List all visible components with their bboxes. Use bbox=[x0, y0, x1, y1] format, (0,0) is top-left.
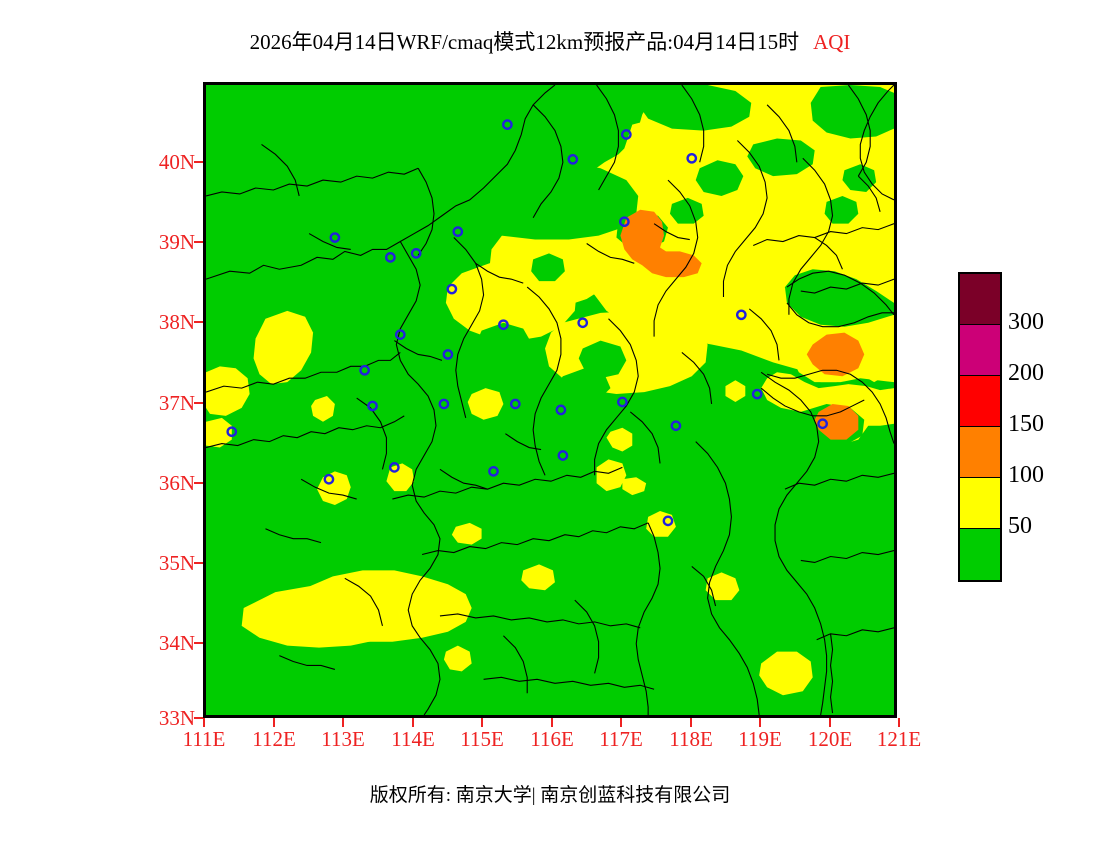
x-axis-label-111e: 111E bbox=[182, 727, 226, 751]
colorbar-band-300plus bbox=[960, 274, 1000, 325]
x-axis-label-116e: 116E bbox=[530, 727, 574, 751]
colorbar-band-50-100 bbox=[960, 478, 1000, 529]
colorbar-band-200-300 bbox=[960, 325, 1000, 376]
y-axis-label-33n: 33N bbox=[158, 706, 195, 730]
y-axis-label-34n: 34N bbox=[158, 631, 195, 655]
x-axis-tick-114e bbox=[412, 718, 414, 727]
x-axis-tick-119e bbox=[759, 718, 761, 727]
colorbar-label-300: 300 bbox=[1008, 309, 1044, 335]
y-axis-label-36n: 36N bbox=[158, 471, 195, 495]
x-axis-label-119e: 119E bbox=[738, 727, 782, 751]
aqi-heatmap-svg bbox=[206, 85, 894, 715]
y-axis-label-37n: 37N bbox=[158, 391, 195, 415]
y-axis-tick-40n bbox=[194, 161, 203, 163]
colorbar-label-150: 150 bbox=[1008, 411, 1044, 437]
y-axis-tick-33n bbox=[194, 717, 203, 719]
chart-title: 2026年04月14日WRF/cmaq模式12km预报产品:04月14日15时 A… bbox=[0, 26, 1100, 56]
colorbar-band-0-50 bbox=[960, 529, 1000, 580]
aqi-band-orange bbox=[620, 209, 865, 440]
x-axis-tick-118e bbox=[690, 718, 692, 727]
y-axis-tick-39n bbox=[194, 241, 203, 243]
colorbar-band-100-150 bbox=[960, 427, 1000, 478]
x-axis-label-114e: 114E bbox=[391, 727, 435, 751]
admin-boundaries bbox=[206, 85, 894, 715]
colorbar-label-200: 200 bbox=[1008, 360, 1044, 386]
x-axis-label-118e: 118E bbox=[669, 727, 713, 751]
map-plot-area bbox=[203, 82, 897, 718]
y-axis-label-40n: 40N bbox=[158, 150, 195, 174]
copyright-footer: 版权所有: 南京大学| 南京创蓝科技有限公司 bbox=[369, 785, 731, 806]
x-axis-tick-111e bbox=[203, 718, 205, 727]
y-axis-label-38n: 38N bbox=[158, 310, 195, 334]
colorbar-band-150-200 bbox=[960, 376, 1000, 427]
x-axis-tick-115e bbox=[481, 718, 483, 727]
x-axis-label-112e: 112E bbox=[252, 727, 296, 751]
y-axis-label-35n: 35N bbox=[158, 551, 195, 575]
x-axis-tick-113e bbox=[342, 718, 344, 727]
x-axis-label-120e: 120E bbox=[807, 727, 853, 751]
y-axis-tick-35n bbox=[194, 562, 203, 564]
y-axis-tick-36n bbox=[194, 482, 203, 484]
station-markers bbox=[226, 119, 828, 527]
x-axis-label-117e: 117E bbox=[599, 727, 643, 751]
x-axis-tick-121e bbox=[898, 718, 900, 727]
x-axis-tick-117e bbox=[620, 718, 622, 727]
title-variable-text: AQI bbox=[813, 30, 851, 54]
y-axis-tick-38n bbox=[194, 321, 203, 323]
aqi-colorbar bbox=[958, 272, 1002, 582]
x-axis-label-115e: 115E bbox=[460, 727, 504, 751]
x-axis-label-113e: 113E bbox=[321, 727, 365, 751]
y-axis-tick-37n bbox=[194, 402, 203, 404]
title-main-text: 2026年04月14日WRF/cmaq模式12km预报产品:04月14日15时 bbox=[249, 30, 800, 54]
y-axis-label-39n: 39N bbox=[158, 230, 195, 254]
aqi-green-holes bbox=[392, 85, 894, 448]
x-axis-tick-112e bbox=[273, 718, 275, 727]
colorbar-label-100: 100 bbox=[1008, 462, 1044, 488]
x-axis-tick-120e bbox=[829, 718, 831, 727]
x-axis-label-121e: 121E bbox=[876, 727, 922, 751]
x-axis-tick-116e bbox=[551, 718, 553, 727]
y-axis-tick-34n bbox=[194, 642, 203, 644]
colorbar-label-50: 50 bbox=[1008, 513, 1032, 539]
